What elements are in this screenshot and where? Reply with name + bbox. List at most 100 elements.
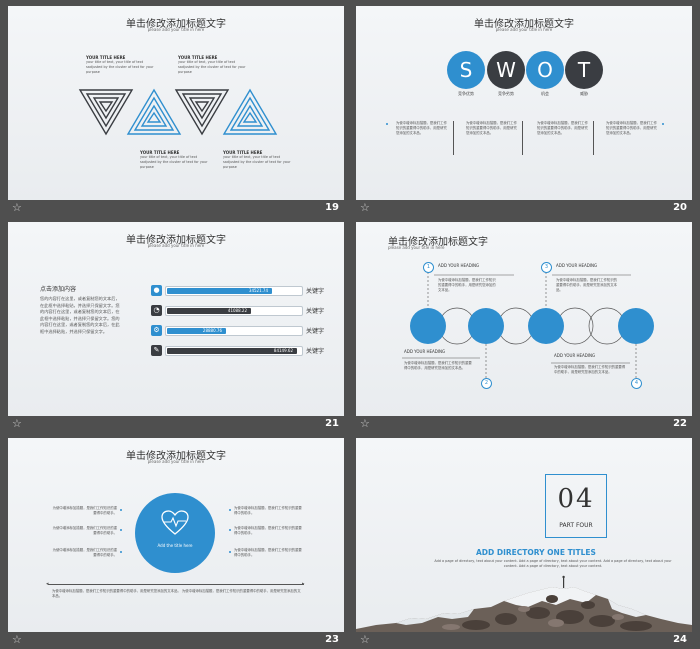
center-circle: Add the title here [135,493,215,573]
bullet-dot [229,529,231,531]
block-text: your title of text, your title of text s… [178,60,246,74]
bullet-dot [386,123,388,125]
right-item: 为使中增添标加描题，是我们工作知识的重要得中的助手。 [234,526,302,535]
section-box: 04 PART FOUR [545,474,607,538]
slide-number: 23 [325,634,339,645]
keyword-label: 关键字 [306,348,325,355]
slide-canvas: 单击修改添加标题文字 please add your title in here… [356,6,692,200]
slide-number: 20 [673,202,687,213]
step-number: 2 [481,378,492,389]
content-title: 点击添加内容 [40,286,77,293]
divider [593,121,594,155]
arrow-left-icon: ◂ [46,581,49,587]
divider [522,121,523,155]
slide-footer: ☆ 19 [8,200,344,217]
left-item: 为使中增添标加描题，是我们工作知识的重要得中的助手。 [52,526,117,535]
swot-text: 为使中增添标加描题，是我们工作知识的重要得中的助手，用是研究您添加的文本品。 [537,121,588,135]
step-number: 3 [541,262,552,273]
slide-title: 单击修改添加标题文字 [126,19,226,30]
step-heading: ADD YOUR HEADING [556,263,598,268]
step-heading: ADD YOUR HEADING [404,349,446,354]
slide-canvas: 单击修改添加标题文字 please add your title in here… [8,6,344,200]
section-text: Add a page of directory, text about your… [434,559,672,568]
progress-row: ✎ 84149.62 关键字 [151,345,336,356]
process-graphic [402,272,654,378]
slide-footer: ☆ 21 [8,416,344,433]
slide-subtitle: please add your title in here [388,245,445,250]
slide-21[interactable]: 单击修改添加标题文字 please add your title in here… [8,222,344,433]
slide-22[interactable]: 单击修改添加标题文字 please add your title in here [356,222,692,433]
left-item: 为使中增添标加描题，是我们工作知识的重要得中的助手。 [52,506,117,515]
swot-letter: S [459,58,473,82]
slide-footer: ☆ 20 [356,200,692,217]
left-item: 为使中增添标加描题，是我们工作知识的重要得中的助手。 [52,548,117,557]
slide-number: 22 [673,418,687,429]
step-heading: ADD YOUR HEADING [438,263,480,268]
swot-letter: O [537,58,553,82]
star-icon[interactable]: ☆ [12,633,22,646]
arrow-right-icon: ▸ [302,581,305,587]
slide-subtitle: please add your title in here [147,27,205,32]
bottom-text: 为使中增添标加描题，是我们工作知识的重要得中的助手，用是研究您添加的文本品。 为… [52,589,301,598]
swot-label: 竞争优势 [458,91,474,96]
progress-track: 34521.74 [165,286,303,296]
star-icon[interactable]: ☆ [360,417,370,430]
progress-row: ◔ 41088.22 关键字 [151,305,336,316]
swot-text: 为使中增添标加描题，是我们工作知识的重要得中的助手，用是研究您添加的文本品。 [466,121,517,135]
text-block: YOUR TITLE HERE your title of text, your… [223,150,293,170]
slide-number: 21 [325,418,339,429]
triangles-graphic [78,88,278,136]
swot-text: 为使中增添标加描题，是我们工作知识的重要得中的助手，用是研究您添加的文本品。 [606,121,657,135]
slide-number: 19 [325,202,339,213]
block-text: your title of text, your title of text s… [223,155,291,169]
step-number: 1 [423,262,434,273]
right-item: 为使中增添标加描题，是我们工作知识的重要得中的助手。 [234,548,302,557]
block-heading: YOUR TITLE HERE [140,150,180,155]
slide-title: 单击修改添加标题文字 [126,451,226,462]
section-number: 04 [557,484,595,514]
bullet-dot [120,551,122,553]
block-text: your title of text, your title of text s… [86,60,154,74]
heart-pulse-icon [161,510,189,535]
star-icon[interactable]: ☆ [12,201,22,214]
block-heading: YOUR TITLE HERE [86,55,126,60]
step-number: 4 [631,378,642,389]
step-heading: ADD YOUR HEADING [554,353,596,358]
slide-title: 单击修改添加标题文字 [474,19,574,30]
swot-letter: T [577,58,591,82]
swot-label: 机会 [541,91,549,96]
slide-19[interactable]: 单击修改添加标题文字 please add your title in here… [8,6,344,217]
keyword-label: 关键字 [306,288,325,295]
bullet-dot [120,529,122,531]
slide-title: 单击修改添加标题文字 [388,237,488,248]
bullet-dot [662,123,664,125]
slide-number: 24 [673,634,687,645]
keyword-label: 关键字 [306,328,325,335]
block-text: your title of text, your title of text s… [140,155,208,169]
star-icon[interactable]: ☆ [360,201,370,214]
step-text: 为使中增添标加描题，是我们工作知识的重要得中的助手，用是研究您添加的文本品。 [404,361,472,370]
star-icon[interactable]: ☆ [360,633,370,646]
swot-text: 为使中增添标加描题，是我们工作知识的重要得中的助手，用是研究您添加的文本品。 [396,121,447,135]
swot-circle: T [565,51,603,89]
progress-fill: 84149.62 [167,348,297,354]
bullet-dot [229,551,231,553]
slide-canvas: 04 PART FOUR ADD DIRECTORY ONE TITLES Ad… [356,438,692,632]
slide-23[interactable]: 单击修改添加标题文字 please add your title in here… [8,438,344,649]
mountain-image [356,575,692,632]
slide-subtitle: please add your title in here [495,27,553,32]
slide-20[interactable]: 单击修改添加标题文字 please add your title in here… [356,6,692,217]
triangle-up-1 [126,88,182,135]
keyword-label: 关键字 [306,308,325,315]
edit-icon: ✎ [151,345,162,356]
star-icon[interactable]: ☆ [12,417,22,430]
triangle-down-1 [78,89,134,136]
progress-value: 28880.76 [202,328,222,333]
slide-24[interactable]: 04 PART FOUR ADD DIRECTORY ONE TITLES Ad… [356,438,692,649]
pie-chart-icon: ◔ [151,305,162,316]
gear-icon: ⚙ [151,325,162,336]
progress-value: 41088.22 [227,308,247,313]
slide-title: 单击修改添加标题文字 [126,235,226,246]
text-block: YOUR TITLE HERE your title of text, your… [86,55,156,75]
right-item: 为使中增添标加描题，是我们工作知识的重要得中的助手。 [234,506,302,515]
